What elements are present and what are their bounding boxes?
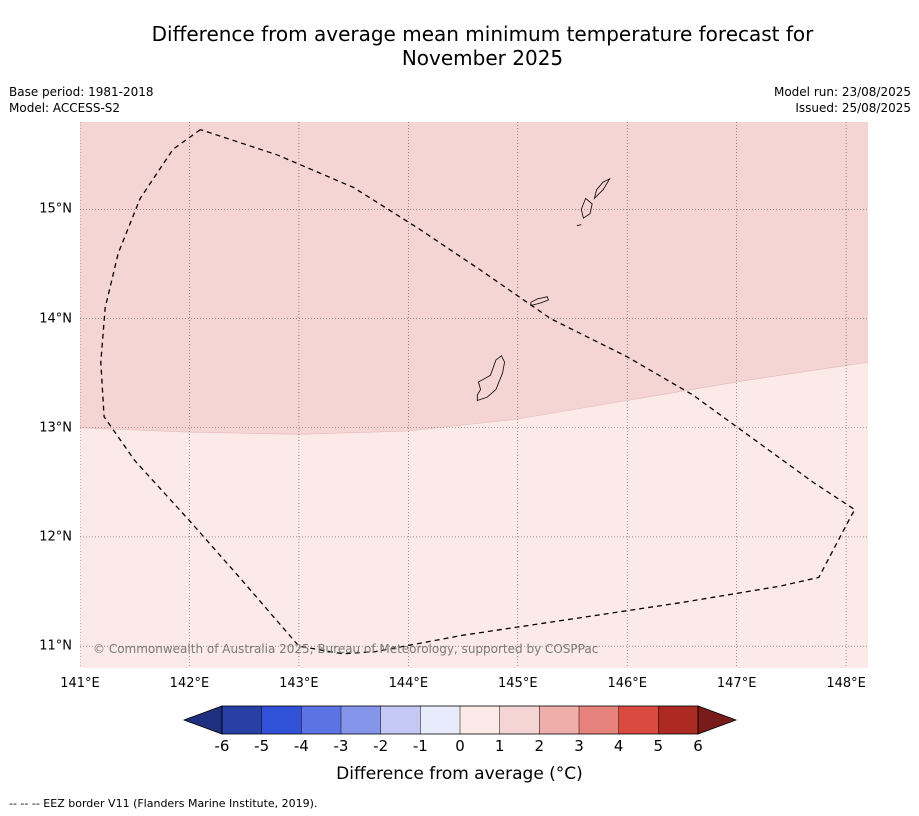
colorbar-under-arrow [182,705,223,735]
colorbar-over-arrow [697,705,738,735]
lat-label: 14°N [39,311,72,327]
base-period-text: Base period: 1981-2018 [9,85,154,99]
colorbar-tick-label: 2 [534,737,545,755]
colorbar-tick-label: 6 [693,737,703,755]
colorbar-tick-label: -2 [373,737,389,755]
chart-title: Difference from average mean minimum tem… [0,22,919,70]
lon-label: 144°E [388,676,429,691]
colorbar-tick-label: -6 [214,737,230,755]
island-outline [476,355,506,402]
colorbar-swatch [301,706,341,734]
lat-label: 13°N [39,420,72,436]
zone-1-to-2 [80,122,868,435]
colorbar-tick-label: -1 [412,737,428,755]
colorbar-label: Difference from average (°C) [336,764,583,784]
eez-border [100,128,856,655]
meta-left: Base period: 1981-2018 Model: ACCESS-S2 [9,84,154,116]
forecast-map [80,122,868,668]
colorbar-swatch [460,706,500,734]
eez-footnote: -- -- -- EEZ border V11 (Flanders Marine… [9,797,318,810]
islands [476,177,611,402]
lon-label: 147°E [716,676,757,691]
island-outline [530,296,549,307]
colorbar-tick-label: -4 [293,737,309,755]
copyright-notice: © Commonwealth of Australia 2025, Bureau… [93,642,599,656]
island-outline [576,224,582,227]
colorbar [182,705,738,735]
colorbar-tick-label: -3 [333,737,349,755]
colorbar-frame [221,705,699,735]
colorbar-swatch [539,706,579,734]
eez-border-line [100,128,856,655]
colorbar-swatch [618,706,659,734]
colorbar-tick-label: 0 [455,737,465,755]
colorbar-tick-label: 1 [494,737,505,755]
gridlines [80,122,868,668]
zone-boundary [80,361,868,435]
lon-label: 141°E [60,676,100,691]
lon-label: 146°E [607,676,647,691]
colorbar-tick-label: -5 [254,737,270,755]
colorbar-swatch [222,706,262,734]
lon-label: 142°E [169,676,210,691]
colorbar-swatch [579,706,619,734]
colorbar-swatch [261,706,302,734]
lat-label: 11°N [39,638,72,654]
island-outline [580,197,593,219]
island-outline [593,177,611,200]
meta-right: Model run: 23/08/2025 Issued: 25/08/2025 [774,84,911,116]
colorbar-tick-label: 3 [574,737,584,755]
colorbar-swatch [380,706,421,734]
issued-text: Issued: 25/08/2025 [795,101,911,115]
colorbar-swatch [499,706,540,734]
lon-label: 145°E [498,676,538,691]
colorbar-swatch [420,706,460,734]
model-run-text: Model run: 23/08/2025 [773,85,911,99]
title-line-2: November 2025 [401,46,564,70]
colorbar-swatch [658,706,698,734]
colorbar-tick-label: 5 [653,737,664,755]
title-line-1: Difference from average mean minimum tem… [151,22,814,46]
model-text: Model: ACCESS-S2 [9,101,121,115]
colorbar-tick-label: 4 [613,737,624,755]
lat-label: 12°N [39,529,72,545]
lat-label: 15°N [39,201,72,217]
lon-label: 143°E [279,676,319,691]
colorbar-swatch [341,706,381,734]
lon-label: 148°E [826,676,866,691]
